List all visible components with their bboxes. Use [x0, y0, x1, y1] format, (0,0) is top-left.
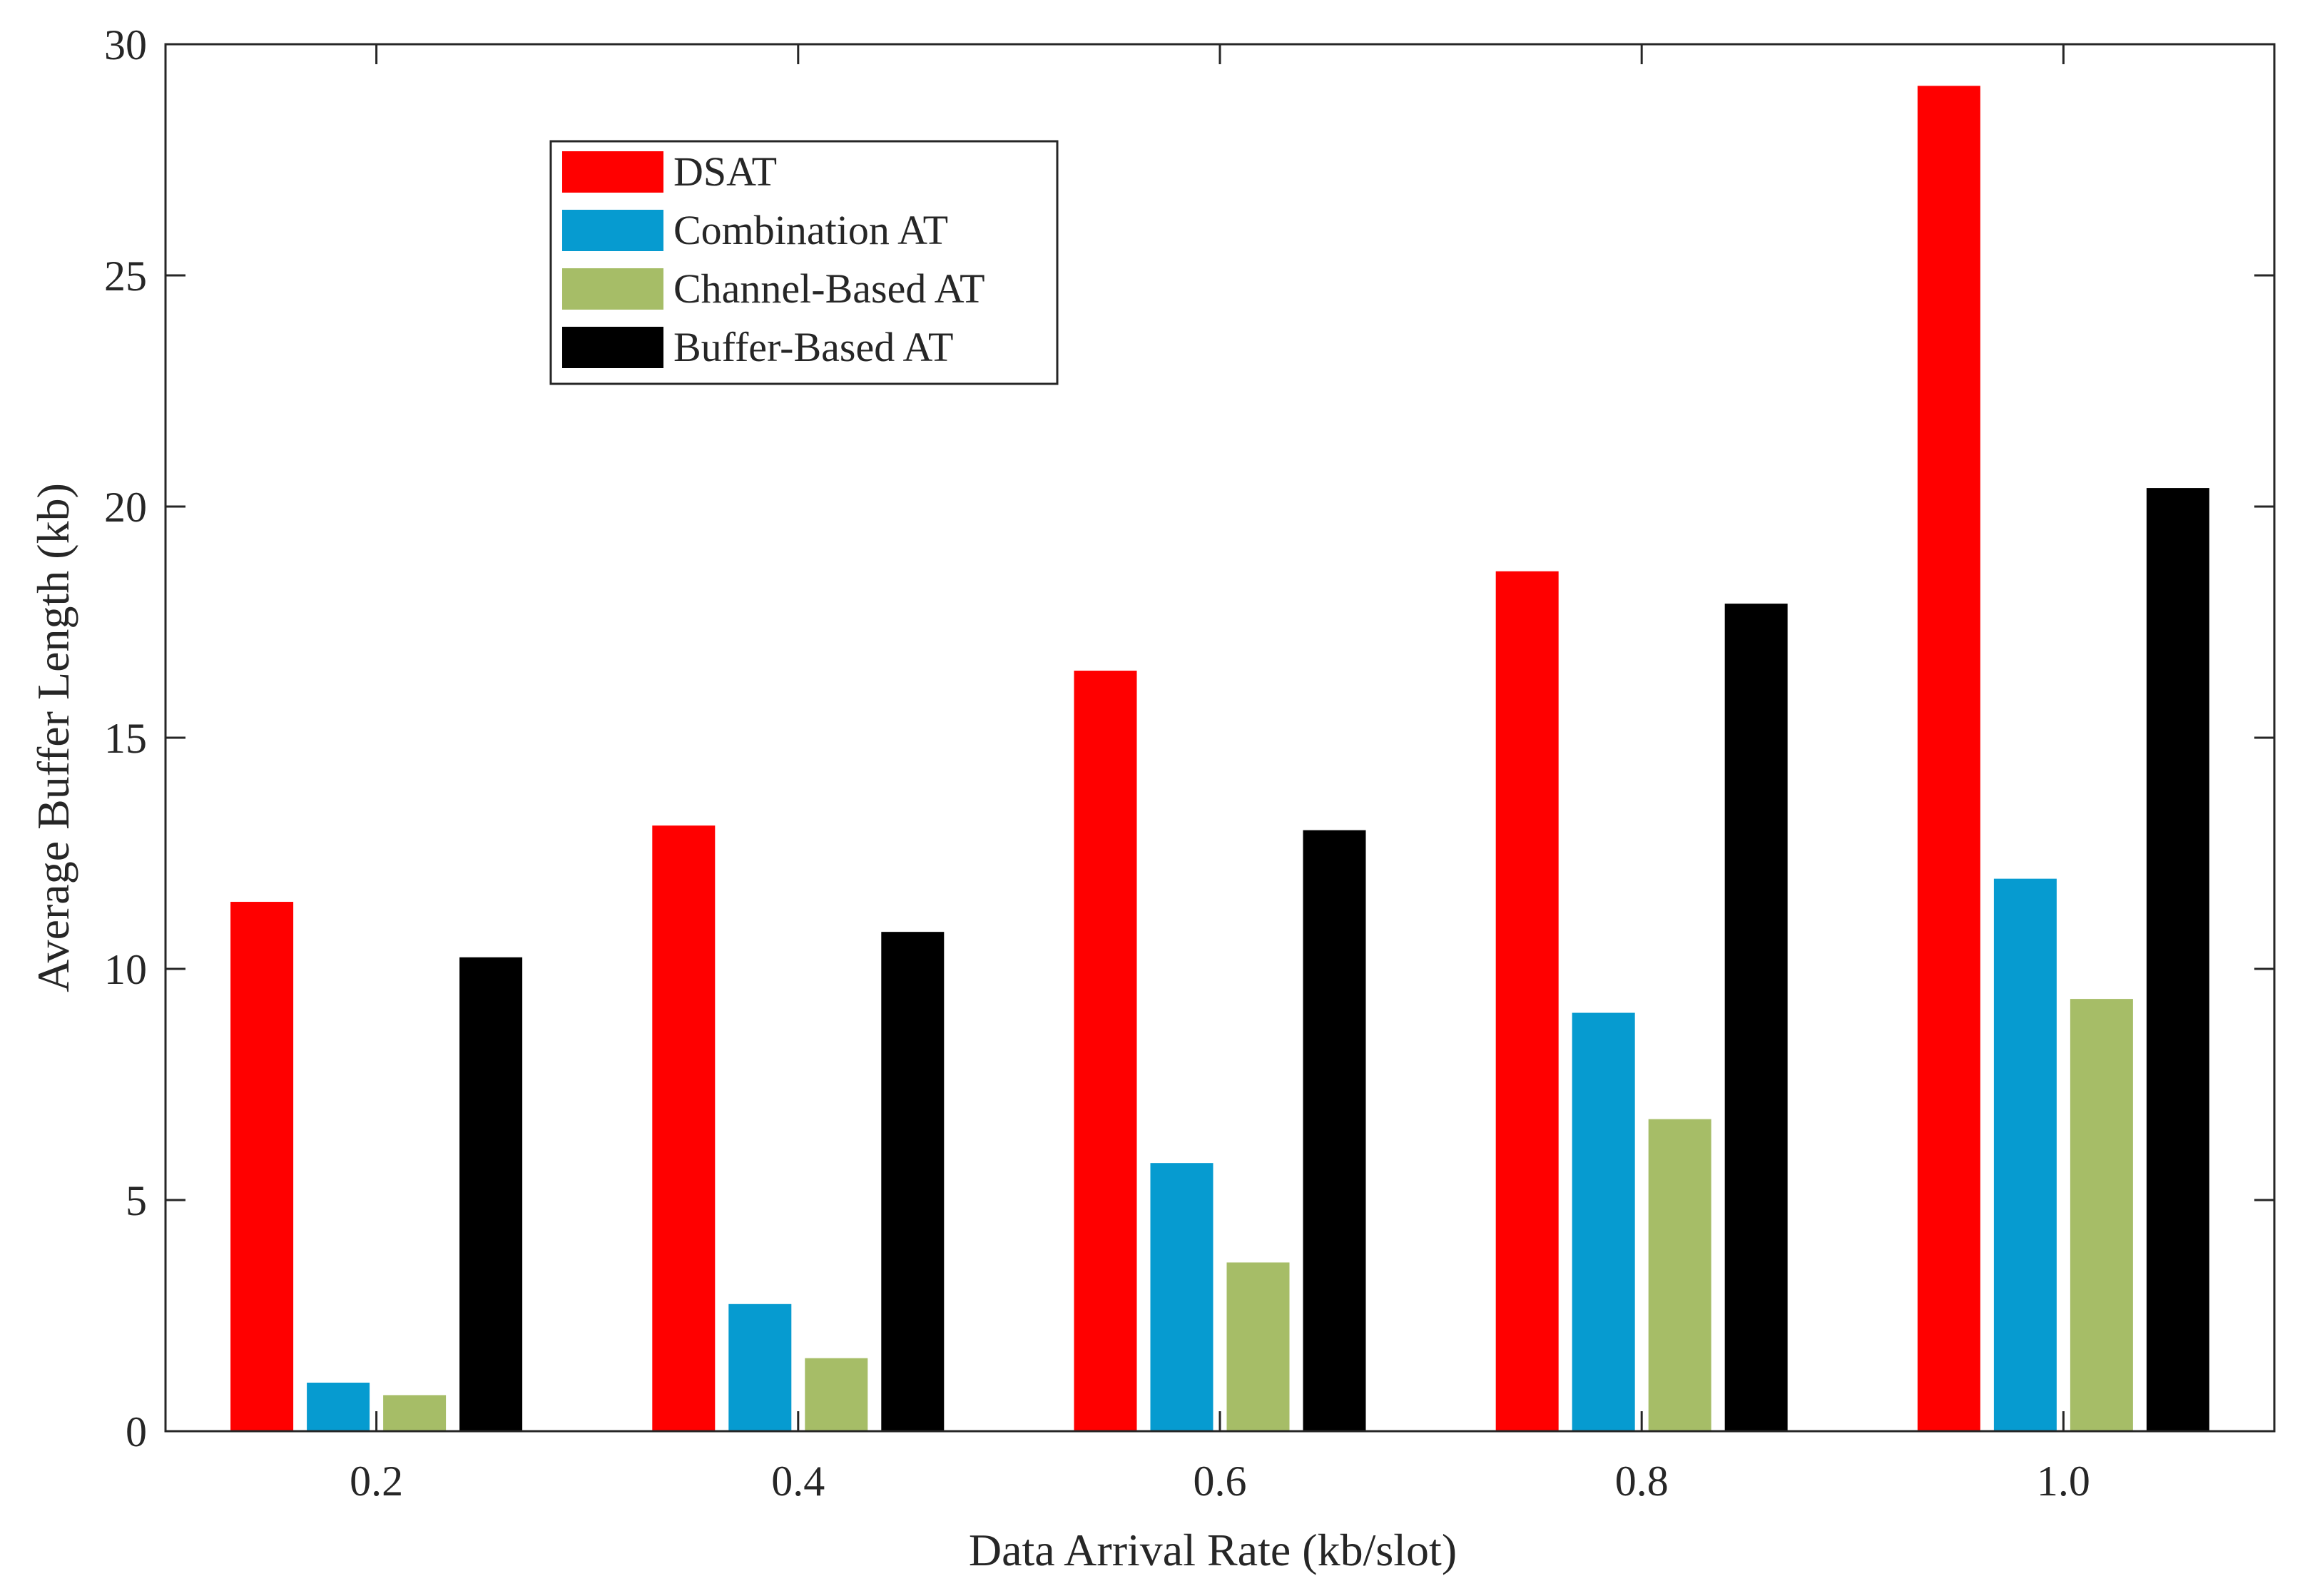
bar-dsat-0.4 [652, 825, 716, 1431]
legend-swatch-buffer-based-at [562, 327, 663, 368]
bar-dsat-0.2 [230, 902, 294, 1431]
y-tick-label: 10 [104, 946, 147, 993]
bar-buffer-based-at-0.6 [1303, 830, 1366, 1431]
bar-combination-at-1.0 [1993, 878, 2057, 1431]
y-axis-label: Average Buffer Length (kb) [28, 483, 78, 992]
legend-label: Channel-Based AT [673, 265, 985, 312]
bar-combination-at-0.8 [1572, 1012, 1635, 1431]
bar-combination-at-0.2 [307, 1382, 370, 1431]
y-tick-label: 30 [104, 21, 147, 68]
bar-channel-based-at-0.4 [805, 1358, 868, 1431]
legend-label: DSAT [673, 148, 777, 195]
legend-label: Buffer-Based AT [673, 324, 953, 370]
y-tick-label: 15 [104, 715, 147, 762]
bar-buffer-based-at-0.8 [1724, 604, 1788, 1431]
bar-buffer-based-at-1.0 [2146, 488, 2209, 1431]
legend-swatch-channel-based-at [562, 268, 663, 310]
bar-channel-based-at-1.0 [2070, 999, 2133, 1431]
legend-label: Combination AT [673, 207, 948, 253]
x-axis-label: Data Arrival Rate (kb/slot) [969, 1525, 1457, 1575]
y-tick-label: 5 [126, 1177, 147, 1224]
bar-dsat-1.0 [1917, 86, 1980, 1432]
y-tick-label: 0 [126, 1408, 147, 1455]
bar-dsat-0.6 [1074, 671, 1137, 1431]
x-tick-label: 0.2 [350, 1458, 403, 1505]
y-tick-label: 25 [104, 253, 147, 300]
bar-channel-based-at-0.2 [383, 1395, 447, 1431]
bar-buffer-based-at-0.4 [881, 932, 945, 1431]
bar-combination-at-0.6 [1150, 1163, 1213, 1431]
bar-channel-based-at-0.6 [1226, 1262, 1290, 1431]
y-tick-label: 20 [104, 484, 147, 531]
x-tick-label: 1.0 [2037, 1458, 2090, 1505]
bar-combination-at-0.4 [728, 1303, 792, 1431]
bar-buffer-based-at-0.2 [459, 957, 523, 1431]
legend-swatch-combination-at [562, 210, 663, 251]
legend: DSAT Combination AT Channel-Based AT Buffer… [549, 140, 1059, 385]
x-tick-label: 0.4 [771, 1458, 825, 1505]
bar-channel-based-at-0.8 [1648, 1119, 1711, 1431]
x-tick-label: 0.6 [1194, 1458, 1247, 1505]
bar-dsat-0.8 [1495, 571, 1559, 1431]
x-tick-label: 0.8 [1615, 1458, 1669, 1505]
legend-swatch-dsat [562, 151, 663, 193]
